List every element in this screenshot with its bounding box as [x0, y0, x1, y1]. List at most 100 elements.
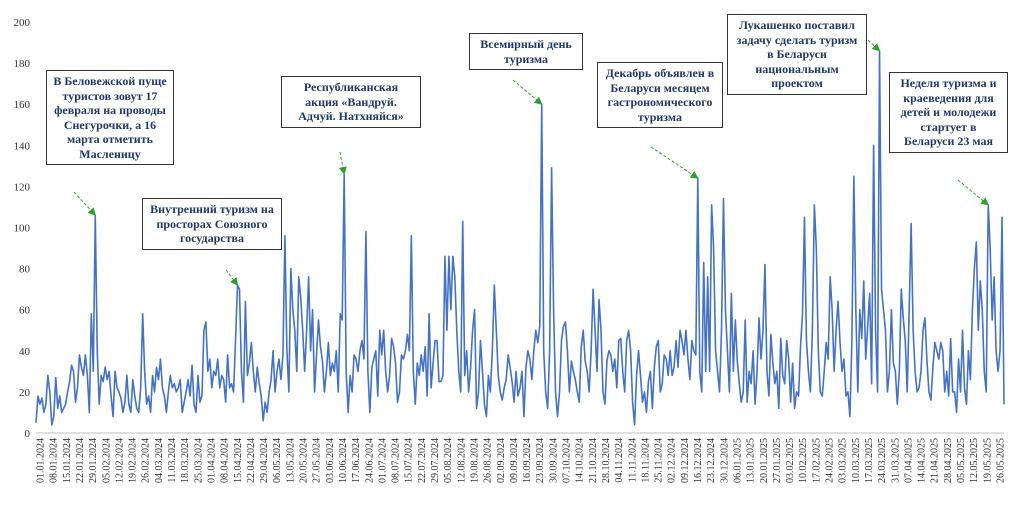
x-tick-label: 21.04.2025	[930, 438, 941, 483]
annotation-lukashenko: Лукашенко поставил задачу сделать туризм…	[727, 14, 867, 95]
x-tick-label: 22.01.2024	[75, 438, 86, 483]
x-tick-label: 13.05.2024	[285, 438, 296, 483]
x-tick-label: 28.04.2025	[943, 438, 954, 483]
x-tick-label: 24.06.2024	[364, 438, 375, 483]
x-tick-label: 31.03.2025	[890, 438, 901, 483]
x-tick-label: 08.04.2024	[220, 438, 231, 483]
x-tick-label: 04.03.2024	[154, 438, 165, 483]
x-tick-label: 11.11.2024	[627, 438, 638, 482]
x-tick-label: 11.03.2024	[167, 438, 178, 483]
x-tick-label: 05.02.2024	[101, 438, 112, 483]
x-tick-label: 24.03.2025	[877, 438, 888, 483]
x-tick-label: 26.02.2024	[141, 438, 152, 483]
x-tick-label: 09.09.2024	[509, 438, 520, 483]
x-tick-label: 06.05.2024	[272, 438, 283, 483]
y-tick-label: 200	[14, 17, 31, 29]
x-tick-label: 27.05.2024	[312, 438, 323, 483]
x-tick-label: 21.10.2024	[588, 438, 599, 483]
y-tick-label: 160	[14, 99, 31, 111]
x-tick-label: 06.01.2025	[732, 438, 743, 483]
x-tick-label: 25.03.2024	[193, 438, 204, 483]
x-tick-label: 01.01.2024	[36, 438, 47, 483]
x-tick-label: 12.02.2024	[114, 438, 125, 483]
x-tick-label: 08.01.2024	[49, 438, 60, 483]
x-tick-label: 05.08.2024	[443, 438, 454, 483]
x-tick-label: 12.08.2024	[456, 438, 467, 483]
x-tick-label: 08.07.2024	[391, 438, 402, 483]
annotation-vandruy: Республиканская акция «Вандруй. Адчуй. Н…	[281, 76, 421, 128]
x-tick-label: 24.02.2025	[825, 438, 836, 483]
x-tick-label: 16.09.2024	[522, 438, 533, 483]
y-tick-label: 60	[19, 305, 31, 317]
y-tick-label: 40	[19, 346, 31, 358]
x-tick-label: 19.02.2024	[128, 438, 139, 483]
x-tick-label: 18.11.2024	[640, 438, 651, 483]
x-tick-label: 27.01.2025	[772, 438, 783, 483]
x-tick-label: 10.03.2025	[851, 438, 862, 483]
x-tick-label: 26.05.2025	[996, 438, 1007, 483]
x-tick-label: 16.12.2024	[693, 438, 704, 483]
x-tick-label: 20.01.2025	[759, 438, 770, 483]
x-tick-label: 10.06.2024	[338, 438, 349, 483]
y-tick-label: 20	[19, 387, 31, 399]
x-tick-label: 15.01.2024	[62, 438, 73, 483]
x-tick-label: 25.11.2024	[654, 438, 665, 483]
x-tick-label: 14.10.2024	[575, 438, 586, 483]
x-tick-label: 15.04.2024	[233, 438, 244, 483]
x-tick-label: 09.12.2024	[680, 438, 691, 483]
x-tick-label: 13.01.2025	[746, 438, 757, 483]
annotation-belovezhskaya: В Беловежской пуще туристов зовут 17 фев…	[46, 70, 174, 165]
x-tick-label: 04.11.2024	[614, 438, 625, 483]
x-tick-label: 29.01.2024	[88, 438, 99, 483]
series-line	[35, 49, 1005, 426]
x-tick-label: 22.07.2024	[417, 438, 428, 483]
x-tick-label: 03.02.2025	[785, 438, 796, 483]
annotation-arrow-1	[225, 269, 239, 286]
x-tick-label: 05.05.2025	[956, 438, 967, 483]
annotation-dekabr-gastro: Декабрь объявлен в Беларуси месяцем гаст…	[597, 62, 723, 128]
x-tick-label: 28.10.2024	[601, 438, 612, 483]
x-tick-label: 19.08.2024	[469, 438, 480, 483]
y-tick-label: 140	[14, 140, 31, 152]
x-tick-label: 03.03.2025	[838, 438, 849, 483]
x-tick-label: 29.04.2024	[259, 438, 270, 483]
x-tick-label: 26.08.2024	[483, 438, 494, 483]
x-tick-label: 22.04.2024	[246, 438, 257, 483]
annotation-soyuznoe-gosudarstvo: Внутренний туризм на просторах Союзного …	[142, 198, 282, 250]
x-tick-label: 17.02.2025	[811, 438, 822, 483]
x-tick-label: 07.10.2024	[562, 438, 573, 483]
annotation-arrow-5	[867, 39, 881, 52]
x-tick-label: 17.03.2025	[864, 438, 875, 483]
x-tick-label: 02.12.2024	[667, 438, 678, 483]
x-tick-label: 01.04.2024	[206, 438, 217, 483]
x-tick-label: 15.07.2024	[404, 438, 415, 483]
x-tick-label: 10.02.2025	[798, 438, 809, 483]
y-tick-label: 0	[25, 428, 31, 440]
x-tick-label: 23.09.2024	[535, 438, 546, 483]
x-tick-label: 29.07.2024	[430, 438, 441, 483]
x-tick-label: 30.09.2024	[548, 438, 559, 483]
x-tick-label: 30.12.2024	[719, 438, 730, 483]
annotation-vsemirny-den: Всемирный день туризма	[469, 33, 583, 70]
annotation-nedelya-turizma: Неделя туризма и краеведения для детей и…	[889, 72, 1008, 153]
x-tick-label: 07.04.2025	[903, 438, 914, 483]
x-tick-label: 03.06.2024	[325, 438, 336, 483]
annotation-arrows	[73, 39, 989, 286]
annotation-arrow-6	[957, 179, 989, 206]
y-tick-label: 100	[14, 223, 31, 235]
x-tick-label: 17.06.2024	[351, 438, 362, 483]
x-tick-label: 14.04.2025	[917, 438, 928, 483]
x-tick-label: 19.05.2025	[982, 438, 993, 483]
x-tick-label: 01.07.2024	[377, 438, 388, 483]
y-tick-label: 180	[14, 58, 31, 70]
annotation-arrow-2	[338, 151, 347, 176]
x-tick-label: 12.05.2025	[969, 438, 980, 483]
x-tick-label: 18.03.2024	[180, 438, 191, 483]
x-tick-label: 20.05.2024	[299, 438, 310, 483]
annotation-arrow-3	[512, 79, 543, 105]
annotation-arrow-0	[73, 191, 96, 216]
y-tick-label: 80	[19, 264, 31, 276]
annotation-arrow-4	[650, 146, 699, 179]
x-axis: 01.01.2024 08.01.2024 15.01.2024 22.01.2024…	[36, 438, 1007, 483]
